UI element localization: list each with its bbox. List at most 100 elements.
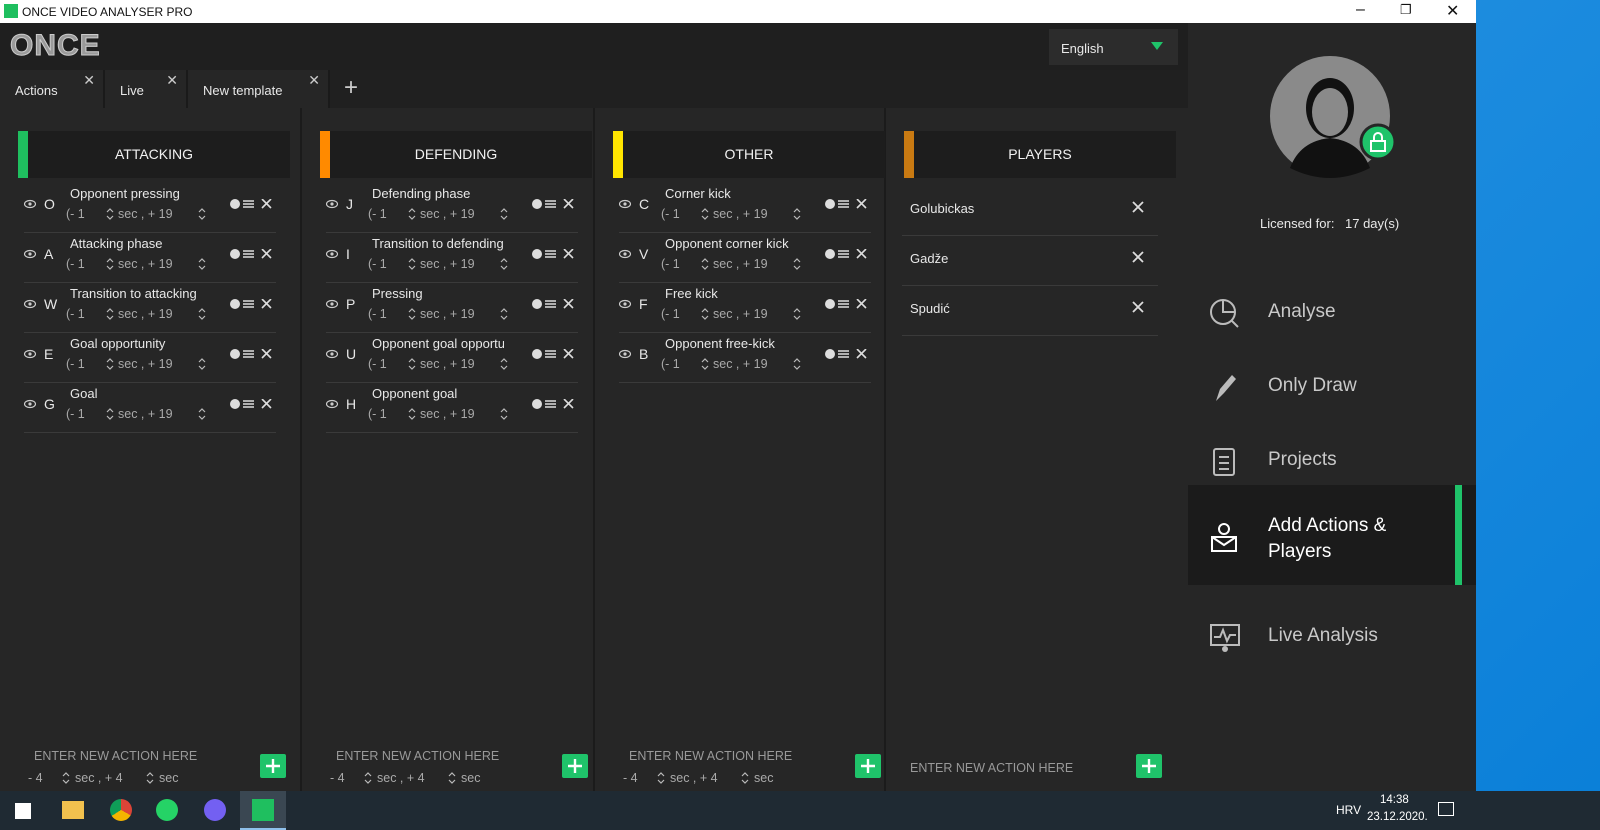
spinner[interactable] xyxy=(106,308,114,323)
row-controls[interactable] xyxy=(532,247,574,262)
tab[interactable]: New template ✕ xyxy=(188,70,330,108)
visibility-toggle[interactable] xyxy=(325,397,339,412)
row-controls[interactable] xyxy=(825,347,867,362)
chrome-icon[interactable] xyxy=(110,799,132,821)
spinner[interactable] xyxy=(500,308,508,323)
start-button[interactable] xyxy=(15,803,31,819)
spinner[interactable] xyxy=(701,358,709,373)
spinner[interactable] xyxy=(448,771,456,789)
spinner[interactable] xyxy=(106,408,114,423)
spinner[interactable] xyxy=(793,208,801,223)
new-player-input[interactable]: ENTER NEW ACTION HERE xyxy=(910,761,1074,775)
close[interactable]: ✕ xyxy=(1446,3,1460,20)
spinner[interactable] xyxy=(657,771,665,789)
new-action-input[interactable]: ENTER NEW ACTION HERE xyxy=(629,749,793,763)
menu-item[interactable]: Add Actions & Players xyxy=(1268,515,1387,562)
spinner[interactable] xyxy=(62,771,70,789)
restore[interactable]: ❐ xyxy=(1400,2,1412,17)
add-button[interactable] xyxy=(260,754,286,778)
new-action-input[interactable]: ENTER NEW ACTION HERE xyxy=(336,749,500,763)
row-controls[interactable] xyxy=(825,247,867,262)
spinner[interactable] xyxy=(408,258,416,273)
spinner[interactable] xyxy=(408,208,416,223)
row-controls[interactable] xyxy=(230,297,272,312)
row-controls[interactable] xyxy=(230,347,272,362)
explorer-icon[interactable] xyxy=(62,801,84,819)
tab[interactable]: Actions ✕ xyxy=(0,70,105,108)
spinner[interactable] xyxy=(198,308,206,323)
menu-item[interactable]: Only Draw xyxy=(1268,375,1357,396)
add-button[interactable] xyxy=(562,754,588,778)
visibility-toggle[interactable] xyxy=(23,397,37,412)
spinner[interactable] xyxy=(408,358,416,373)
spinner[interactable] xyxy=(793,308,801,323)
row-controls[interactable] xyxy=(230,397,272,412)
remove-player[interactable] xyxy=(1132,301,1144,316)
spinner[interactable] xyxy=(500,408,508,423)
minimize[interactable]: – xyxy=(1356,1,1365,18)
input-language[interactable]: HRV xyxy=(1336,803,1362,817)
visibility-toggle[interactable] xyxy=(23,197,37,212)
visibility-toggle[interactable] xyxy=(325,247,339,262)
remove-player[interactable] xyxy=(1132,251,1144,266)
clock-time[interactable]: 14:38 xyxy=(1380,794,1409,806)
spinner[interactable] xyxy=(106,258,114,273)
spinner[interactable] xyxy=(500,208,508,223)
tab[interactable]: Live ✕ xyxy=(105,70,188,108)
menu-icon[interactable] xyxy=(1208,371,1242,410)
spinner[interactable] xyxy=(364,771,372,789)
spinner[interactable] xyxy=(198,258,206,273)
menu-icon[interactable] xyxy=(1208,445,1242,484)
spinner[interactable] xyxy=(741,771,749,789)
visibility-toggle[interactable] xyxy=(325,197,339,212)
active-app[interactable] xyxy=(240,791,286,830)
spinner[interactable] xyxy=(408,408,416,423)
spinner[interactable] xyxy=(198,208,206,223)
visibility-toggle[interactable] xyxy=(325,347,339,362)
whatsapp-icon[interactable] xyxy=(156,799,178,821)
visibility-toggle[interactable] xyxy=(618,197,632,212)
spinner[interactable] xyxy=(106,358,114,373)
add-button[interactable] xyxy=(1136,754,1162,778)
spinner[interactable] xyxy=(500,358,508,373)
spinner[interactable] xyxy=(146,771,154,789)
add-tab[interactable]: + xyxy=(344,74,359,101)
row-controls[interactable] xyxy=(532,197,574,212)
spinner[interactable] xyxy=(701,308,709,323)
spinner[interactable] xyxy=(793,258,801,273)
spinner[interactable] xyxy=(198,408,206,423)
visibility-toggle[interactable] xyxy=(618,247,632,262)
spinner[interactable] xyxy=(408,308,416,323)
visibility-toggle[interactable] xyxy=(23,297,37,312)
add-button[interactable] xyxy=(855,754,881,778)
tab-close[interactable]: ✕ xyxy=(83,72,95,88)
row-controls[interactable] xyxy=(230,247,272,262)
row-controls[interactable] xyxy=(532,297,574,312)
visibility-toggle[interactable] xyxy=(23,347,37,362)
menu-icon[interactable] xyxy=(1208,521,1242,560)
remove-player[interactable] xyxy=(1132,201,1144,216)
row-controls[interactable] xyxy=(532,397,574,412)
spinner[interactable] xyxy=(701,208,709,223)
menu-item[interactable]: Analyse xyxy=(1268,301,1336,322)
row-controls[interactable] xyxy=(532,347,574,362)
viber-icon[interactable] xyxy=(204,799,226,821)
menu-icon[interactable] xyxy=(1208,621,1242,660)
spinner[interactable] xyxy=(106,208,114,223)
spinner[interactable] xyxy=(793,358,801,373)
visibility-toggle[interactable] xyxy=(618,347,632,362)
spinner[interactable] xyxy=(701,258,709,273)
visibility-toggle[interactable] xyxy=(618,297,632,312)
row-controls[interactable] xyxy=(230,197,272,212)
menu-item[interactable]: Projects xyxy=(1268,449,1337,470)
notifications[interactable] xyxy=(1438,802,1454,816)
menu-item[interactable]: Live Analysis xyxy=(1268,625,1378,646)
tab-close[interactable]: ✕ xyxy=(308,72,320,88)
language-dropdown[interactable]: English xyxy=(1049,29,1178,65)
menu-icon[interactable] xyxy=(1208,297,1242,336)
tab-close[interactable]: ✕ xyxy=(166,72,178,88)
spinner[interactable] xyxy=(500,258,508,273)
new-action-input[interactable]: ENTER NEW ACTION HERE xyxy=(34,749,198,763)
visibility-toggle[interactable] xyxy=(325,297,339,312)
row-controls[interactable] xyxy=(825,297,867,312)
